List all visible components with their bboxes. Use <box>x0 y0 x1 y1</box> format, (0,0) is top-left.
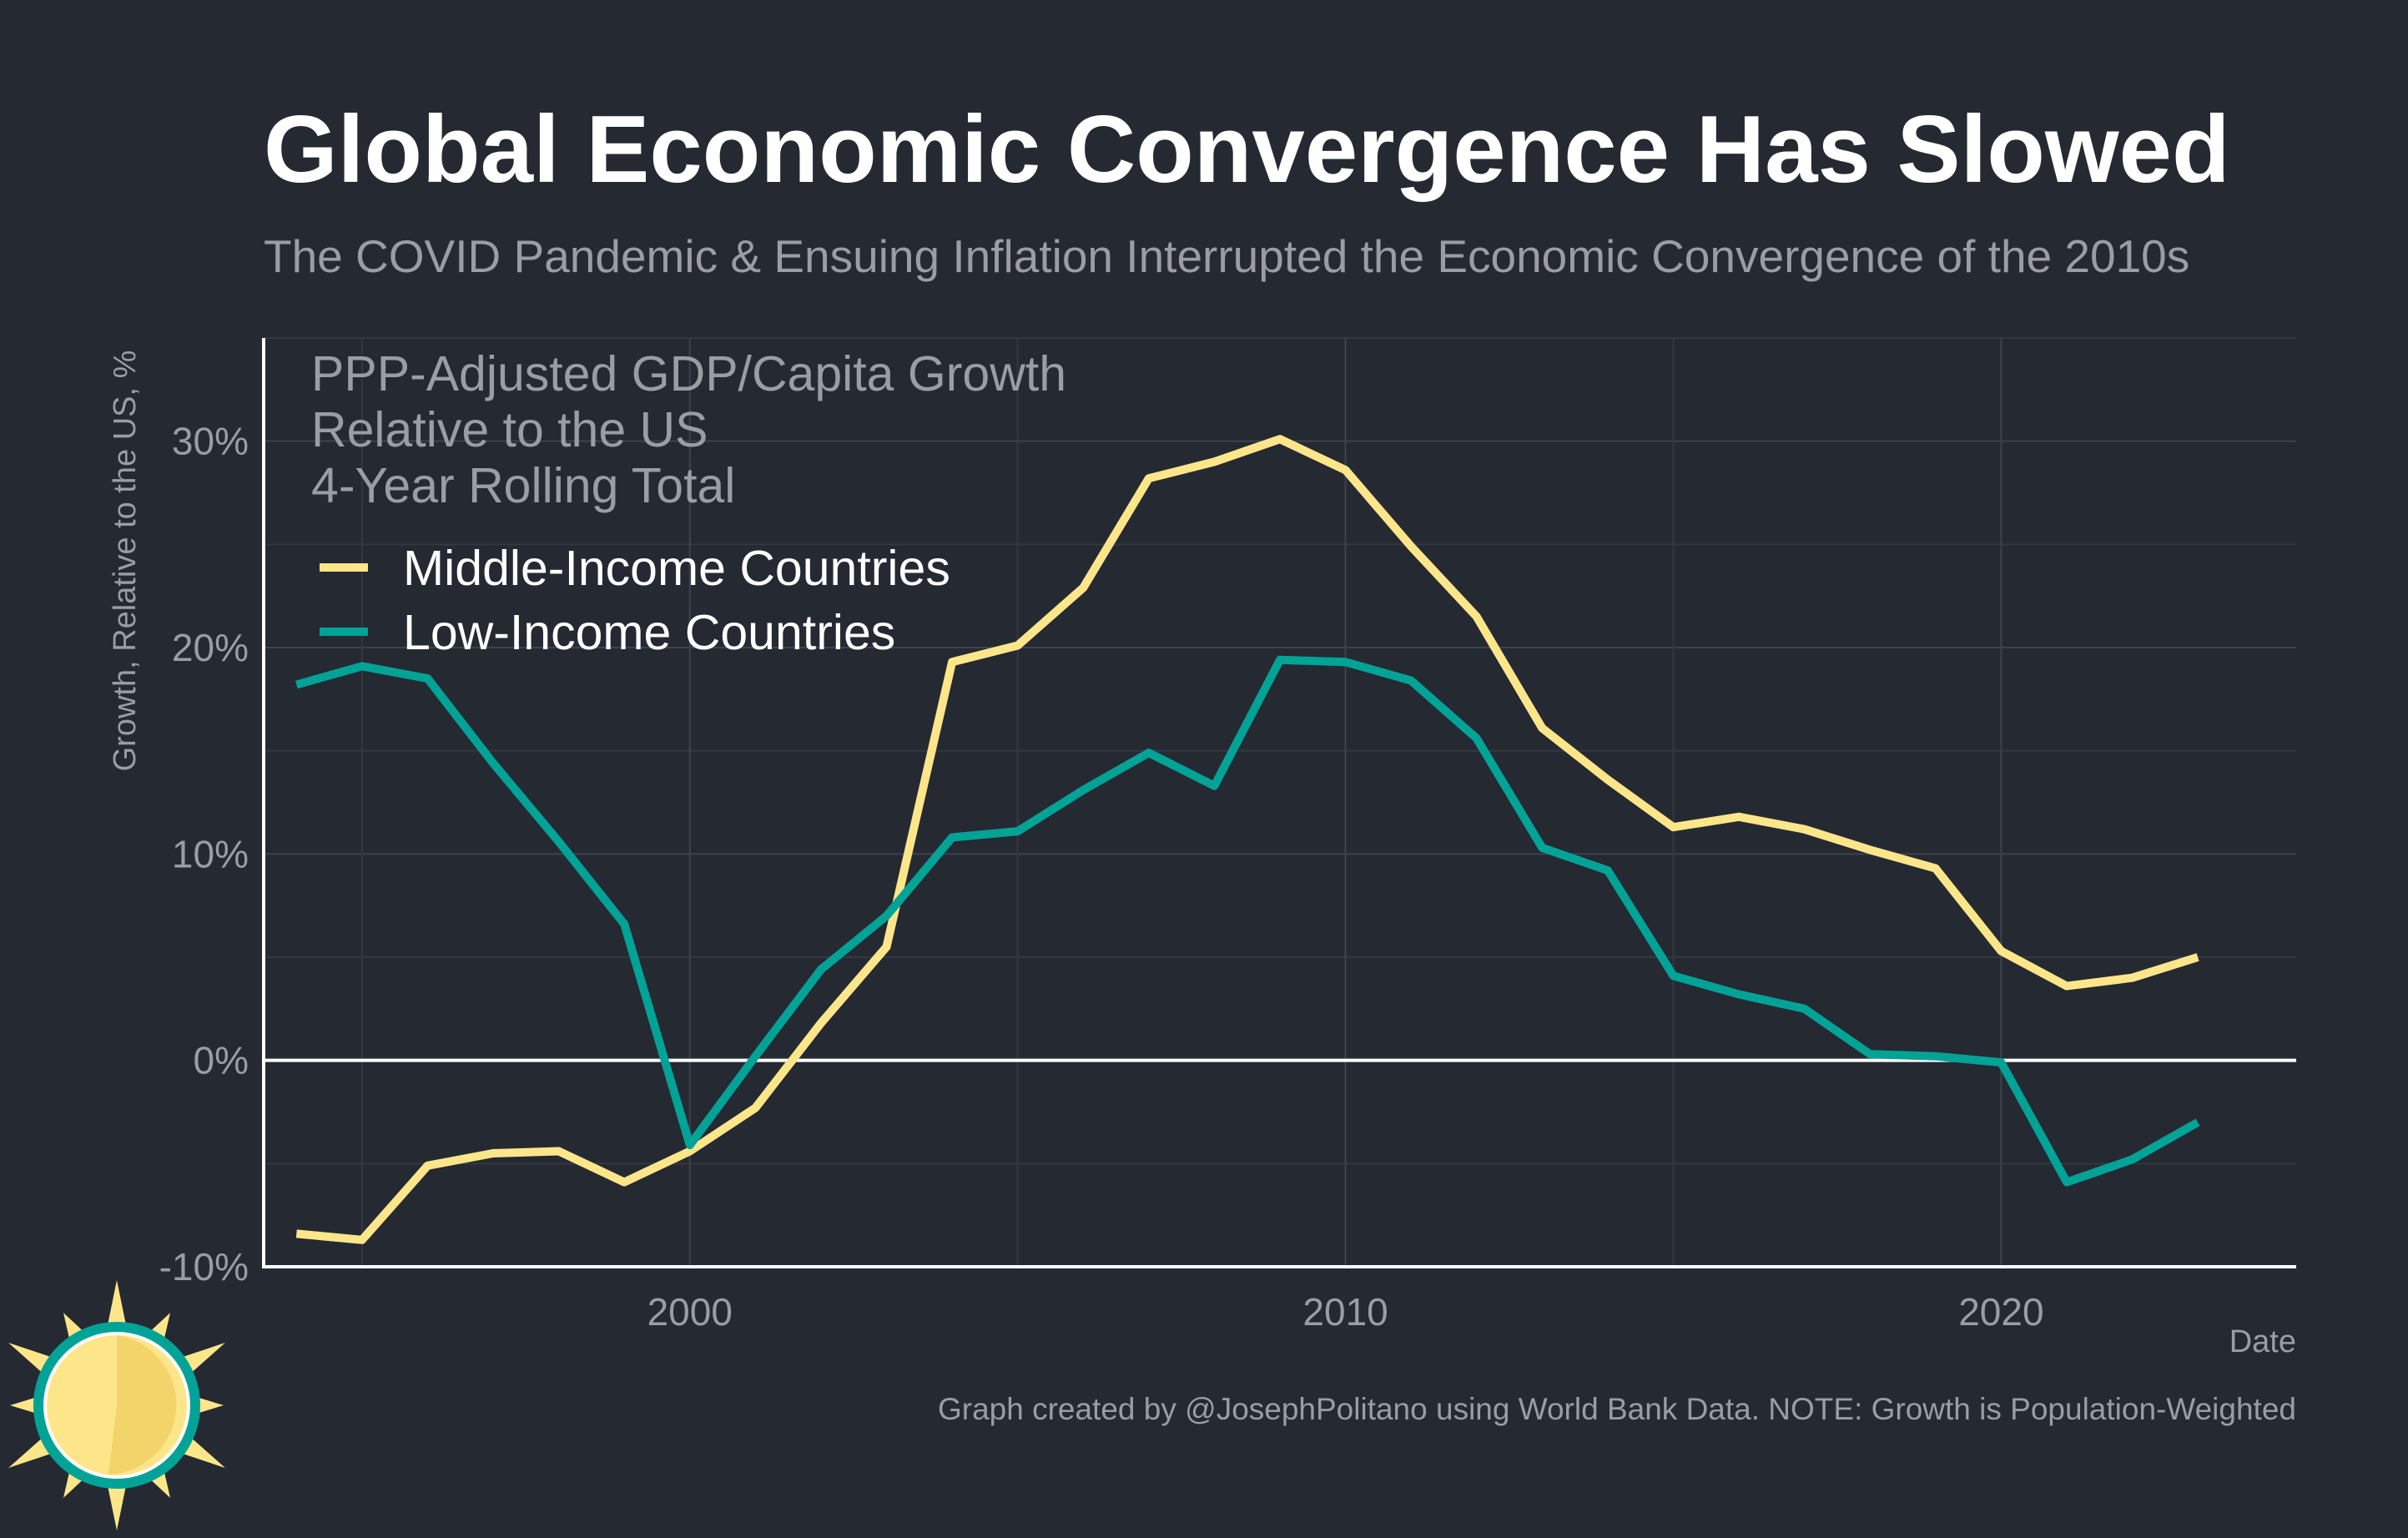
y-tick-label: -10% <box>159 1245 249 1288</box>
sun-icon <box>8 1280 225 1530</box>
x-axis-title: Date <box>2229 1324 2296 1359</box>
y-tick-label: 10% <box>172 832 249 875</box>
annotation-line-2: Relative to the US <box>311 402 708 457</box>
source-caption: Graph created by @JosephPolitano using W… <box>938 1392 2296 1426</box>
tick-labels: -10% 0% 10% 20% 30% 2000 2010 2020 <box>159 420 2044 1334</box>
x-tick-label: 2010 <box>1302 1290 1388 1334</box>
sun-ray <box>105 1475 128 1530</box>
y-axis-title: Growth, Relative to the US, % <box>108 350 143 772</box>
series-layer <box>295 435 2200 1244</box>
y-tick-label: 0% <box>194 1039 249 1082</box>
series-line-middle-income <box>295 435 2199 1244</box>
annotation-block: PPP-Adjusted GDP/Capita Growth Relative … <box>311 346 1066 513</box>
series-line-low-income <box>295 655 2200 1187</box>
legend: Middle-Income Countries Low-Income Count… <box>320 541 950 660</box>
x-tick-label: 2000 <box>647 1290 733 1334</box>
annotation-line-1: PPP-Adjusted GDP/Capita Growth <box>311 346 1066 401</box>
annotation-line-3: 4-Year Rolling Total <box>311 458 735 513</box>
y-tick-label: 30% <box>172 420 249 463</box>
legend-label-low-income: Low-Income Countries <box>403 605 895 660</box>
chart-title: Global Economic Convergence Has Slowed <box>264 97 2230 203</box>
sun-ray <box>105 1280 128 1336</box>
y-tick-label: 20% <box>172 626 249 669</box>
x-tick-label: 2020 <box>1958 1290 2043 1334</box>
legend-label-middle-income: Middle-Income Countries <box>403 541 950 596</box>
chart-subtitle: The COVID Pandemic & Ensuing Inflation I… <box>264 230 2189 282</box>
